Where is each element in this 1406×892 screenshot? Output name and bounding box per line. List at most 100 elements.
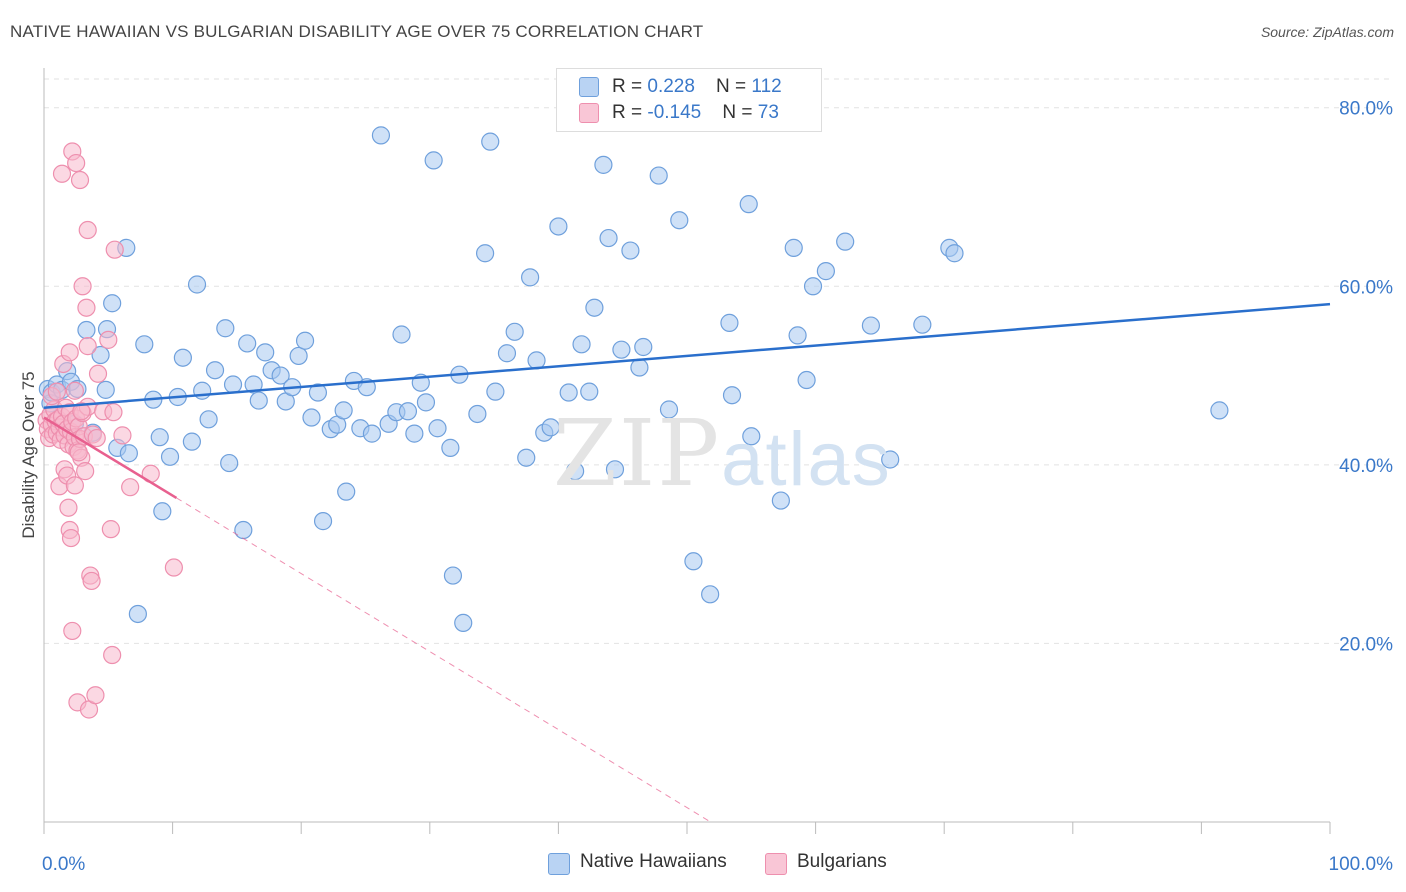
legend-r-label: R = xyxy=(612,102,648,123)
bulgarians-point xyxy=(47,382,66,401)
watermark-zip: ZIP xyxy=(553,400,722,507)
legend-swatch-blue xyxy=(548,853,570,875)
legend-text: R = -0.145 N = 73 xyxy=(612,102,779,124)
x-tick-label: 100.0% xyxy=(1329,854,1394,875)
native-hawaiians-point xyxy=(585,298,604,317)
y-tick-label: 60.0% xyxy=(1339,277,1393,298)
bulgarians-point xyxy=(104,403,123,422)
native-hawaiians-point xyxy=(797,370,816,390)
legend-n-value: 112 xyxy=(751,76,782,97)
trend-lines xyxy=(43,302,1331,823)
bulgarians-point xyxy=(77,298,96,317)
native-hawaiians-point xyxy=(205,361,225,380)
native-hawaiians-point xyxy=(103,294,122,313)
native-hawaiians-point xyxy=(256,343,275,362)
native-hawaiians-point xyxy=(416,393,436,412)
native-hawaiians-point xyxy=(566,462,585,481)
native-hawaiians-point xyxy=(371,126,391,145)
bulgarians-point xyxy=(105,240,124,259)
native-hawaiians-point xyxy=(362,424,382,443)
bulgarians-point xyxy=(101,520,120,539)
watermark-atlas: atlas xyxy=(721,417,892,502)
y-axis-label: Disability Age Over 75 xyxy=(19,371,38,538)
y-tick-label: 80.0% xyxy=(1339,99,1393,120)
native-hawaiians-point xyxy=(521,268,540,287)
bulgarians-trend-extension xyxy=(176,497,711,823)
source-credit: Source: ZipAtlas.com xyxy=(1260,24,1394,40)
bulgarians-point xyxy=(60,343,79,362)
native-hawaiians-point xyxy=(701,585,720,604)
legend-label: Native Hawaiians xyxy=(580,851,727,872)
native-hawaiians-point xyxy=(405,424,424,443)
bulgarians-point xyxy=(88,364,108,383)
bulgarians-point xyxy=(65,476,84,495)
native-hawaiians-point xyxy=(505,322,524,341)
legend-swatch-blue xyxy=(579,77,599,97)
native-hawaiians-point xyxy=(334,401,353,420)
native-hawaiians-point xyxy=(784,238,803,257)
x-tick-labels: 0.0% 100.0% xyxy=(42,854,1393,875)
bulgarians-point xyxy=(78,220,97,240)
native-hawaiians-point xyxy=(289,346,308,366)
native-hawaiians-point xyxy=(517,448,536,467)
native-hawaiians-point xyxy=(220,453,239,473)
native-hawaiians-point xyxy=(238,334,257,353)
native-hawaiians-point xyxy=(720,313,739,332)
bulgarians-point xyxy=(103,645,122,665)
bulgarians-point xyxy=(78,337,97,356)
native-hawaiians-point xyxy=(816,262,835,281)
native-hawaiians-point xyxy=(216,319,235,338)
native-hawaiians-point xyxy=(91,345,110,365)
bulgarians-point xyxy=(73,277,92,296)
bulgarians-point xyxy=(59,498,78,517)
native-hawaiians-point xyxy=(313,512,333,531)
bulgarians-point xyxy=(87,428,106,448)
bulgarians-point xyxy=(61,528,81,548)
native-hawaiians-point xyxy=(173,348,192,367)
native-hawaiians-point xyxy=(486,382,505,401)
native-hawaiians-point xyxy=(153,502,172,521)
native-hawaiians-point xyxy=(1210,401,1229,420)
native-hawaiians-point xyxy=(621,241,640,260)
native-hawaiians-point xyxy=(199,410,218,429)
watermark: ZIPatlas xyxy=(553,400,892,507)
native-hawaiians-point xyxy=(249,391,268,410)
native-hawaiians-point xyxy=(187,275,207,294)
native-hawaiians-point xyxy=(605,460,625,479)
native-hawaiians-point xyxy=(913,315,932,334)
native-hawaiians-point xyxy=(788,326,807,345)
native-hawaiians-point xyxy=(424,151,443,170)
native-hawaiians-point xyxy=(580,382,599,401)
native-hawaiians-point xyxy=(722,386,742,405)
native-hawaiians-point xyxy=(594,155,613,174)
native-hawaiians-point xyxy=(861,316,880,335)
native-hawaiians-point xyxy=(630,358,649,377)
chart-title: NATIVE HAWAIIAN VS BULGARIAN DISABILITY … xyxy=(10,22,704,41)
native-hawaiians-point xyxy=(481,132,500,151)
native-hawaiians-point xyxy=(881,450,900,469)
native-hawaiians-point xyxy=(803,277,823,296)
bulgarians-point xyxy=(164,558,183,577)
native-hawaiians-point xyxy=(541,418,560,437)
y-tick-label: 40.0% xyxy=(1339,456,1393,477)
legend-swatch-pink xyxy=(765,853,787,875)
legend-r-label: R = xyxy=(612,76,648,97)
native-hawaiians-point xyxy=(96,380,115,399)
native-hawaiians-point xyxy=(428,419,447,438)
native-hawaiians-point xyxy=(160,447,180,466)
bulgarians-point xyxy=(82,571,101,591)
bulgarians-point xyxy=(63,621,82,641)
native-hawaiians-point xyxy=(739,195,758,214)
native-hawaiians-point xyxy=(497,344,517,363)
y-tick-label: 20.0% xyxy=(1339,634,1393,655)
native-hawaiians-point xyxy=(128,604,147,624)
native-hawaiians-point xyxy=(135,335,154,354)
native-hawaiians-point xyxy=(836,232,855,251)
legend-text: R = 0.228 N = 112 xyxy=(612,76,782,98)
legend-r-value: -0.145 xyxy=(647,102,702,123)
native-hawaiians-point xyxy=(302,408,321,427)
native-hawaiians-point xyxy=(119,444,138,463)
native-hawaiians-point xyxy=(398,402,418,421)
native-hawaiians-point xyxy=(77,320,96,340)
